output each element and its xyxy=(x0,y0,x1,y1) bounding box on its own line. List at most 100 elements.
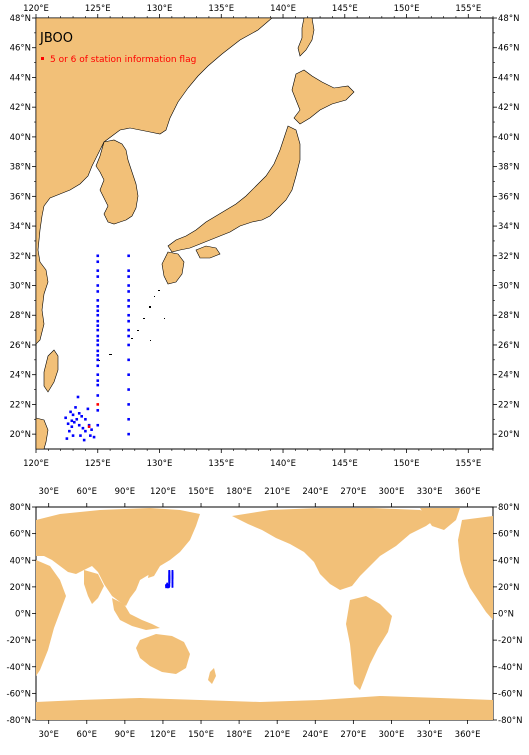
asia-mainland xyxy=(36,18,273,345)
station-marker xyxy=(68,429,71,433)
global-map: 30°E 30°E 60°E 60°E 90°E 90°E 120°E 120°E 150°E 1… xyxy=(7,487,523,740)
lon-tick-label-bottom: 130°E xyxy=(147,459,173,469)
lat-tick-label-left: 42°N xyxy=(10,103,31,113)
global-lon-label-bottom: 150°E xyxy=(188,730,214,740)
global-station-marker xyxy=(171,581,174,584)
new-zealand xyxy=(208,668,216,684)
lon-tick-label-bottom: 155°E xyxy=(455,459,481,469)
station-marker xyxy=(127,334,130,338)
global-station-marker xyxy=(171,580,174,583)
station-marker xyxy=(81,426,85,430)
global-lon-label-top: 90°E xyxy=(115,487,135,497)
lon-tick-label-top: 140°E xyxy=(270,4,296,14)
station-marker xyxy=(127,269,130,272)
global-station-marker xyxy=(171,583,174,586)
lat-tick-label-right: 20°N xyxy=(498,430,519,440)
global-station-marker xyxy=(166,584,169,586)
global-lon-label-top: 30°E xyxy=(38,487,58,497)
map-title: JBOO xyxy=(39,31,73,46)
station-marker xyxy=(96,299,100,302)
lon-tick-label-bottom: 140°E xyxy=(270,459,296,469)
station-marker xyxy=(127,403,130,406)
hokkaido xyxy=(291,69,355,125)
station-marker xyxy=(96,383,100,387)
station-marker xyxy=(96,324,100,327)
station-marker xyxy=(127,313,130,317)
lat-tick-label-right: 48°N xyxy=(498,14,519,24)
global-lon-label-top: 330°E xyxy=(417,487,443,497)
lon-tick-label-top: 120°E xyxy=(23,4,49,14)
global-lon-label-top: 150°E xyxy=(188,487,214,497)
global-lat-label-left: -80°N xyxy=(7,716,32,726)
station-marker xyxy=(96,339,100,342)
regional-land xyxy=(36,18,355,449)
station-marker xyxy=(127,432,130,436)
global-lon-label-bottom: 300°E xyxy=(379,730,405,740)
lat-tick-label-right: 26°N xyxy=(498,341,519,351)
global-lat-label-right: 80°N xyxy=(498,503,519,513)
station-marker xyxy=(96,343,100,347)
lon-tick-label-bottom: 125°E xyxy=(85,459,111,469)
station-marker xyxy=(77,423,81,427)
global-station-marker xyxy=(171,584,174,587)
lat-tick-label-right: 42°N xyxy=(498,103,519,113)
global-lat-label-right: 20°N xyxy=(498,583,519,593)
lon-tick-label-top: 135°E xyxy=(208,4,234,14)
lon-tick-label-top: 125°E xyxy=(85,4,111,14)
lat-tick-label-right: 44°N xyxy=(498,73,519,83)
lat-tick-label-left: 38°N xyxy=(10,163,31,173)
station-marker xyxy=(77,412,81,415)
global-lat-label-left: -60°N xyxy=(7,689,32,699)
station-marker xyxy=(80,415,83,418)
global-station-marker xyxy=(171,570,174,572)
global-lon-label-top: 270°E xyxy=(340,487,366,497)
lat-tick-label-left: 26°N xyxy=(10,341,31,351)
station-marker xyxy=(96,260,100,264)
global-axes: 30°E 30°E 60°E 60°E 90°E 90°E 120°E 120°E 150°E 1… xyxy=(7,487,523,740)
global-lat-label-left: -40°N xyxy=(7,663,32,673)
station-marker xyxy=(76,395,80,399)
lon-tick-label-top: 155°E xyxy=(455,4,481,14)
lat-tick-label-left: 46°N xyxy=(10,44,31,54)
global-lon-label-bottom: 240°E xyxy=(302,730,328,740)
global-lat-label-left: 40°N xyxy=(10,556,31,566)
station-marker xyxy=(127,284,130,287)
station-marker xyxy=(96,409,100,412)
station-marker xyxy=(72,420,76,424)
station-marker xyxy=(64,416,67,420)
station-marker xyxy=(96,373,100,376)
global-lon-label-bottom: 30°E xyxy=(38,730,58,740)
station-marker xyxy=(84,429,87,433)
global-station-marker xyxy=(165,586,168,588)
global-lon-label-bottom: 120°E xyxy=(150,730,176,740)
north-america xyxy=(232,508,440,590)
global-lon-label-bottom: 270°E xyxy=(340,730,366,740)
station-marker xyxy=(89,434,92,437)
station-marker xyxy=(96,305,100,308)
station-marker xyxy=(70,419,74,423)
station-marker xyxy=(127,373,130,376)
station-marker xyxy=(69,410,72,414)
greenland xyxy=(420,508,460,530)
lat-tick-label-left: 44°N xyxy=(10,73,31,83)
global-lat-label-right: -40°N xyxy=(498,663,523,673)
lat-tick-label-left: 40°N xyxy=(10,133,31,143)
global-station-marker xyxy=(166,582,169,585)
shikoku xyxy=(195,245,221,259)
station-marker xyxy=(70,425,74,429)
global-lat-label-left: 60°N xyxy=(10,530,31,540)
station-marker xyxy=(96,269,100,272)
honshu xyxy=(167,125,301,253)
global-lon-label-top: 240°E xyxy=(302,487,328,497)
station-marker xyxy=(127,328,130,332)
station-marker xyxy=(96,354,100,357)
global-lon-label-top: 180°E xyxy=(226,487,252,497)
kyushu xyxy=(161,251,185,285)
station-marker xyxy=(96,349,100,353)
lat-tick-label-right: 36°N xyxy=(498,192,519,202)
station-marker xyxy=(127,299,130,302)
legend-marker xyxy=(41,57,44,60)
station-marker xyxy=(96,319,100,323)
station-marker xyxy=(87,423,91,427)
